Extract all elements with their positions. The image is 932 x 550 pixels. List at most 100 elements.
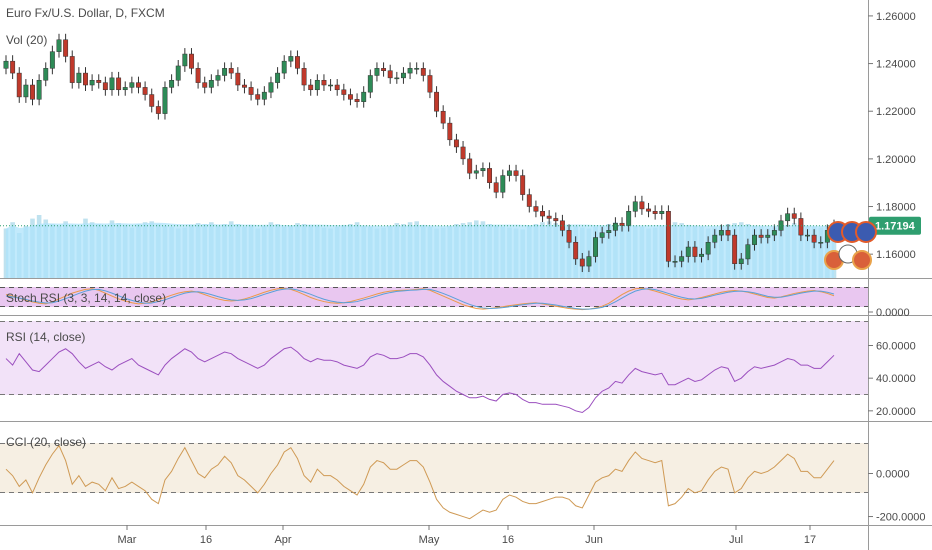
eu-flag-icon[interactable] [852, 250, 872, 270]
candle[interactable] [3, 55, 9, 75]
candle[interactable] [679, 250, 685, 268]
candle[interactable] [791, 207, 797, 225]
candle[interactable] [639, 195, 645, 215]
candle[interactable] [56, 33, 62, 58]
candle[interactable] [414, 62, 420, 75]
candle[interactable] [665, 205, 671, 268]
candle[interactable] [288, 50, 294, 68]
candle[interactable] [652, 205, 658, 220]
candle[interactable] [16, 67, 22, 103]
candle[interactable] [155, 100, 161, 120]
stoch-axis[interactable]: 0.0000 [868, 307, 910, 319]
candle[interactable] [400, 67, 406, 84]
candle[interactable] [573, 236, 579, 265]
candle[interactable] [705, 236, 711, 261]
candle[interactable] [540, 205, 545, 223]
time-axis[interactable]: Mar 16 Apr May 16 Jun Jul 17 [118, 525, 817, 546]
candle[interactable] [328, 79, 334, 91]
candle[interactable] [692, 241, 698, 263]
candle[interactable] [533, 200, 539, 218]
candle[interactable] [175, 59, 181, 87]
candle[interactable] [308, 79, 314, 96]
candle[interactable] [222, 62, 228, 82]
candle[interactable] [347, 88, 353, 106]
candle[interactable] [275, 67, 281, 89]
candle[interactable] [758, 229, 764, 244]
candle[interactable] [43, 62, 49, 87]
candle[interactable] [599, 226, 605, 244]
cci-line[interactable] [5, 444, 835, 520]
price-axis[interactable]: 1.26000 1.24000 1.22000 1.20000 1.18000 1.160… [868, 11, 916, 261]
candle[interactable] [520, 169, 526, 201]
candle[interactable] [255, 88, 261, 106]
candle[interactable] [785, 207, 791, 227]
candle[interactable] [752, 229, 757, 251]
candle[interactable] [407, 62, 413, 80]
candle[interactable] [341, 83, 347, 101]
candle[interactable] [440, 105, 446, 130]
candle[interactable] [102, 76, 108, 96]
candle[interactable] [659, 205, 665, 220]
candle[interactable] [732, 229, 738, 270]
candle[interactable] [321, 74, 327, 91]
candle[interactable] [434, 86, 440, 118]
candle[interactable] [738, 252, 744, 270]
candle[interactable] [453, 133, 459, 153]
candle[interactable] [798, 212, 804, 242]
indicator-series-line[interactable] [5, 288, 835, 310]
candle[interactable] [281, 55, 287, 80]
rsi-line[interactable] [5, 346, 835, 414]
candle[interactable] [142, 81, 148, 101]
event-flags[interactable] [824, 221, 877, 270]
candle[interactable] [295, 50, 300, 75]
candle[interactable] [612, 217, 618, 237]
cci-axis[interactable]: 0.0000 -200.0000 [868, 469, 926, 524]
candle[interactable] [242, 79, 247, 94]
stoch-rsi-lines[interactable] [5, 287, 835, 311]
candle[interactable] [579, 252, 585, 273]
candle[interactable] [228, 62, 234, 80]
candle[interactable] [493, 176, 499, 199]
us-flag-icon[interactable] [855, 221, 877, 243]
candle[interactable] [202, 76, 208, 94]
candle[interactable] [301, 62, 307, 91]
candle[interactable] [30, 79, 35, 106]
candles[interactable] [3, 33, 837, 273]
indicator-series-line[interactable] [5, 444, 835, 520]
candle[interactable] [473, 164, 479, 180]
candle[interactable] [672, 255, 678, 268]
candle[interactable] [394, 71, 400, 84]
candle[interactable] [712, 229, 718, 249]
candle[interactable] [745, 238, 751, 265]
candle[interactable] [632, 195, 638, 218]
candle[interactable] [381, 62, 387, 77]
candle[interactable] [162, 81, 168, 120]
candle[interactable] [420, 62, 426, 82]
candle[interactable] [593, 231, 598, 263]
candle[interactable] [89, 74, 95, 91]
candle[interactable] [526, 188, 532, 213]
candle[interactable] [361, 86, 367, 108]
candle[interactable] [149, 88, 155, 113]
candle[interactable] [818, 236, 824, 249]
candle[interactable] [182, 48, 188, 72]
candle[interactable] [248, 81, 254, 101]
candle[interactable] [513, 164, 519, 182]
candle[interactable] [566, 224, 572, 249]
candle[interactable] [725, 224, 731, 242]
candle[interactable] [771, 224, 777, 242]
candle[interactable] [487, 162, 493, 189]
candle[interactable] [646, 202, 651, 218]
candle[interactable] [268, 76, 274, 99]
candle[interactable] [546, 210, 552, 225]
candle[interactable] [506, 164, 512, 182]
candle[interactable] [374, 62, 380, 82]
candle[interactable] [685, 241, 691, 263]
candle[interactable] [195, 62, 201, 89]
candle[interactable] [354, 93, 360, 108]
candle[interactable] [96, 74, 102, 89]
candle[interactable] [718, 224, 724, 242]
candle[interactable] [83, 67, 88, 91]
candle[interactable] [606, 224, 612, 239]
